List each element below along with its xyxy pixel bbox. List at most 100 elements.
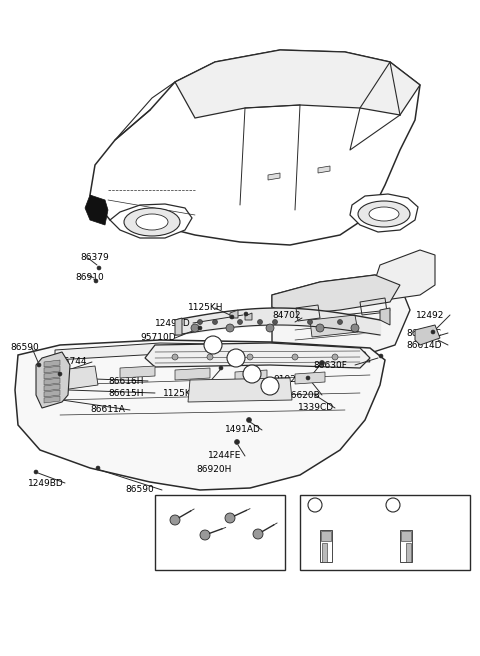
Circle shape	[200, 530, 210, 540]
Polygon shape	[175, 318, 182, 335]
Circle shape	[226, 324, 234, 332]
Text: b: b	[233, 354, 239, 363]
Polygon shape	[235, 370, 267, 382]
Text: 85744: 85744	[58, 358, 86, 367]
Polygon shape	[120, 366, 155, 378]
Text: 1125KB: 1125KB	[163, 388, 198, 398]
Ellipse shape	[358, 201, 410, 227]
Text: 86590: 86590	[125, 485, 154, 495]
Polygon shape	[380, 308, 390, 325]
Circle shape	[243, 365, 261, 383]
Text: a: a	[312, 502, 317, 508]
Circle shape	[34, 470, 38, 474]
Circle shape	[247, 417, 252, 422]
Bar	[155, 495, 285, 570]
Circle shape	[197, 319, 203, 325]
Text: a: a	[267, 382, 273, 390]
Polygon shape	[188, 378, 292, 402]
Circle shape	[351, 324, 359, 332]
Circle shape	[219, 366, 223, 370]
Circle shape	[292, 354, 298, 360]
Circle shape	[386, 498, 400, 512]
Ellipse shape	[369, 207, 399, 221]
Polygon shape	[295, 372, 325, 384]
Circle shape	[257, 319, 263, 325]
Circle shape	[191, 324, 199, 332]
Circle shape	[308, 319, 312, 325]
Circle shape	[172, 354, 178, 360]
Circle shape	[308, 498, 322, 512]
Polygon shape	[15, 340, 385, 490]
Text: 95710D: 95710D	[140, 333, 176, 342]
Circle shape	[225, 513, 235, 523]
Polygon shape	[44, 372, 60, 379]
Circle shape	[379, 354, 383, 358]
Text: 84702: 84702	[272, 312, 300, 321]
Text: 1244FE: 1244FE	[208, 451, 241, 461]
Polygon shape	[90, 50, 420, 245]
Polygon shape	[272, 275, 410, 365]
Polygon shape	[44, 384, 60, 391]
Text: 1125KH: 1125KH	[188, 302, 224, 312]
Polygon shape	[85, 195, 108, 225]
Text: 86379: 86379	[80, 253, 109, 262]
Text: 1339CD: 1339CD	[298, 403, 334, 413]
Ellipse shape	[124, 208, 180, 236]
Text: 12492: 12492	[416, 310, 444, 319]
Text: 86910: 86910	[75, 274, 104, 283]
Text: 86636C: 86636C	[352, 499, 387, 508]
Polygon shape	[321, 531, 331, 541]
Text: 86635D: 86635D	[428, 499, 464, 508]
Circle shape	[244, 312, 248, 316]
Text: 1491AD: 1491AD	[225, 426, 261, 434]
Circle shape	[247, 354, 253, 360]
Text: 1249BD: 1249BD	[28, 478, 64, 487]
Polygon shape	[44, 396, 60, 403]
Polygon shape	[350, 194, 418, 232]
Circle shape	[266, 324, 274, 332]
Text: 86636C: 86636C	[325, 501, 360, 510]
Polygon shape	[245, 313, 252, 320]
Circle shape	[213, 319, 217, 325]
Polygon shape	[375, 250, 435, 300]
Text: 86614D: 86614D	[406, 340, 442, 350]
Circle shape	[337, 319, 343, 325]
Polygon shape	[175, 50, 420, 118]
Circle shape	[170, 515, 180, 525]
Polygon shape	[110, 204, 192, 238]
Polygon shape	[415, 325, 440, 345]
Text: 91920H: 91920H	[273, 375, 308, 384]
Circle shape	[238, 319, 242, 325]
Circle shape	[94, 279, 98, 283]
Ellipse shape	[136, 214, 168, 230]
Polygon shape	[310, 315, 358, 337]
Circle shape	[204, 336, 222, 354]
Text: b: b	[249, 369, 255, 379]
Polygon shape	[44, 366, 60, 373]
Polygon shape	[44, 390, 60, 397]
Circle shape	[227, 349, 245, 367]
Circle shape	[273, 319, 277, 325]
Circle shape	[207, 354, 213, 360]
Polygon shape	[318, 166, 330, 173]
Polygon shape	[60, 366, 98, 390]
Polygon shape	[230, 310, 238, 318]
Circle shape	[332, 354, 338, 360]
Polygon shape	[401, 531, 411, 541]
Bar	[300, 495, 470, 570]
Text: 86616H: 86616H	[108, 377, 144, 386]
Polygon shape	[55, 343, 370, 362]
Text: 86620B: 86620B	[285, 390, 320, 400]
Text: b: b	[390, 502, 396, 508]
Polygon shape	[36, 352, 70, 408]
Circle shape	[306, 376, 310, 380]
Polygon shape	[272, 275, 400, 315]
Text: 86630F: 86630F	[313, 361, 347, 369]
Text: a: a	[210, 340, 216, 350]
Circle shape	[230, 315, 234, 319]
Text: 86611A: 86611A	[90, 405, 125, 415]
Circle shape	[261, 377, 279, 395]
Text: 86920H: 86920H	[196, 466, 231, 474]
Text: 1249BD: 1249BD	[155, 319, 191, 327]
Polygon shape	[268, 173, 280, 180]
